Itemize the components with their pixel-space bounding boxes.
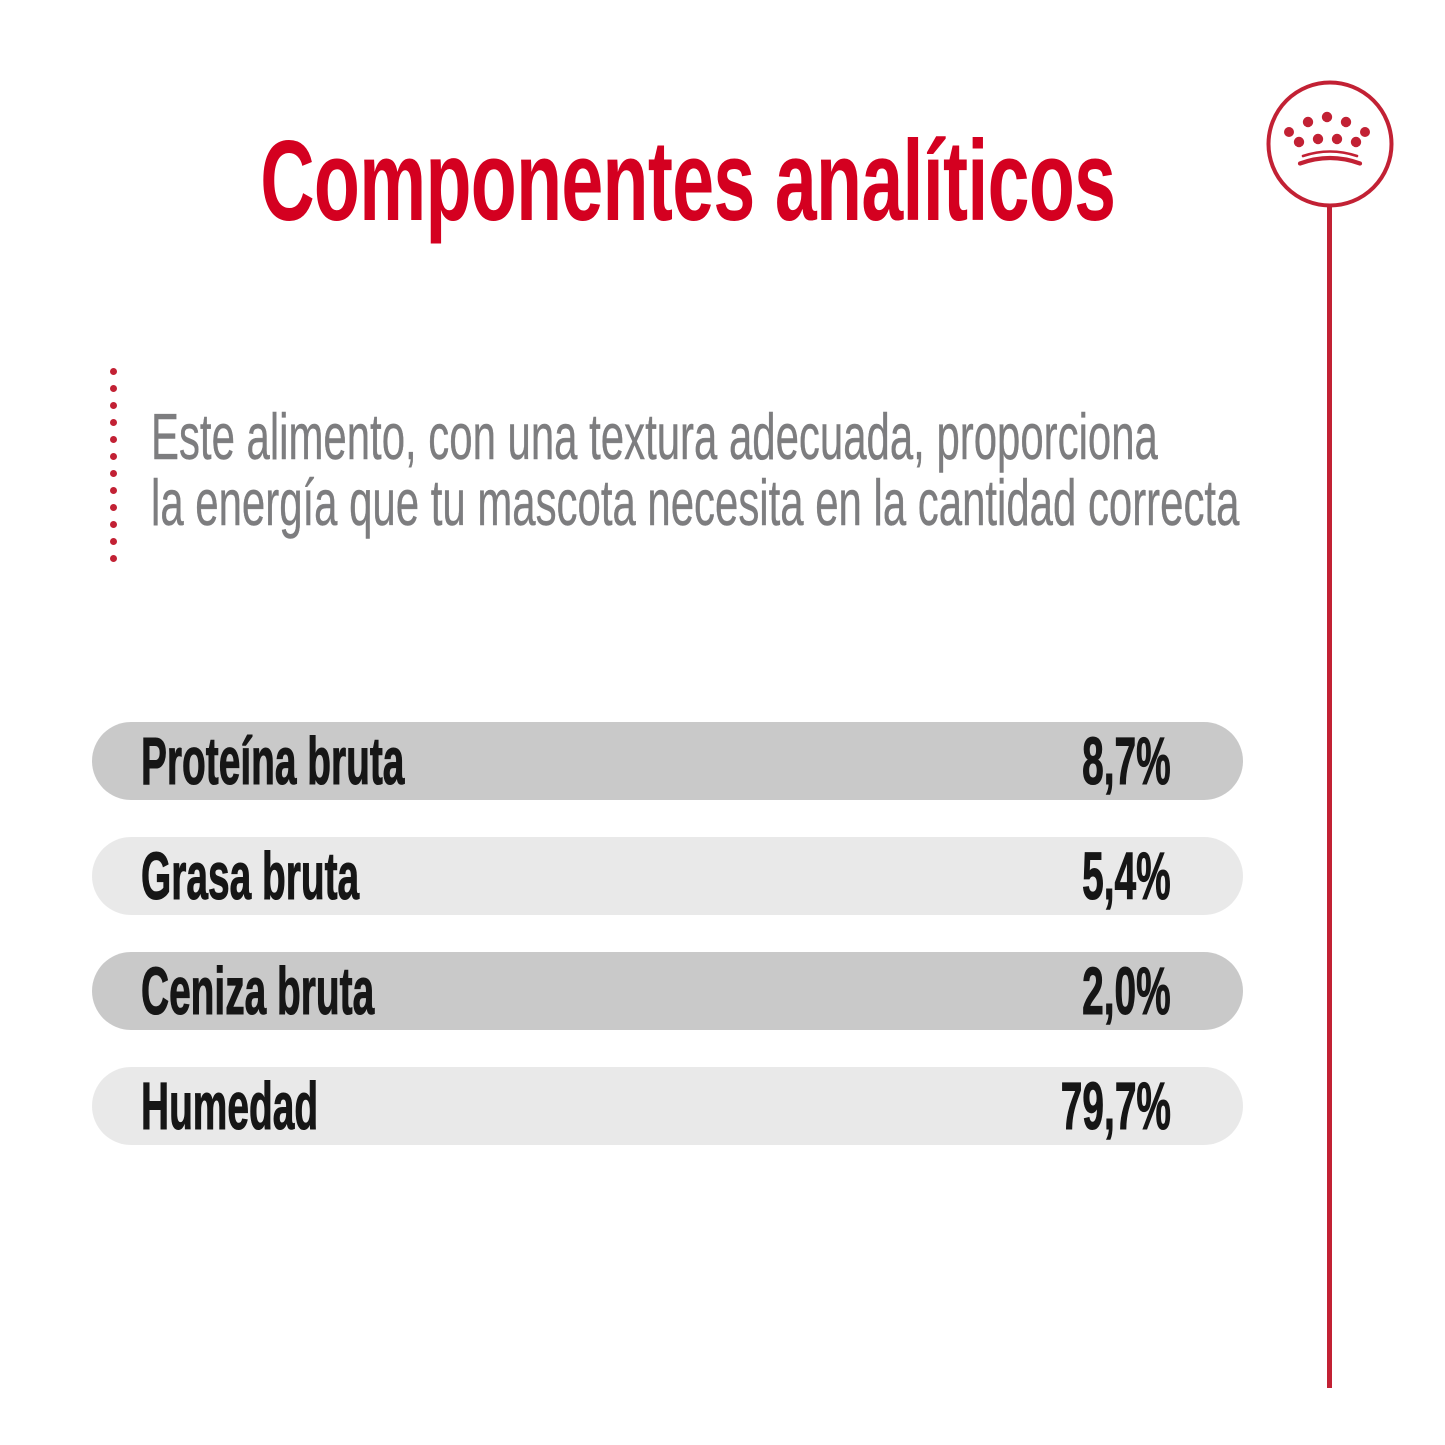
row-value: 8,7% bbox=[1082, 723, 1171, 799]
analytics-table: Proteína bruta 8,7% Grasa bruta 5,4% Ceniza … bbox=[92, 722, 1243, 1182]
accent-dot bbox=[110, 504, 117, 511]
row-label: Humedad bbox=[141, 1068, 319, 1144]
row-value: 5,4% bbox=[1082, 838, 1171, 914]
accent-dot bbox=[110, 402, 117, 409]
intro-paragraph: Este alimento, con una textura adecuada,… bbox=[151, 400, 1445, 539]
table-row: Proteína bruta 8,7% bbox=[92, 722, 1243, 800]
row-value: 2,0% bbox=[1082, 953, 1171, 1029]
dotted-accent-line bbox=[110, 368, 117, 562]
accent-dot bbox=[110, 470, 117, 477]
accent-dot bbox=[110, 385, 117, 392]
accent-dot bbox=[110, 521, 117, 528]
accent-dot bbox=[110, 555, 117, 562]
row-label: Proteína bruta bbox=[141, 723, 405, 799]
row-value: 79,7% bbox=[1060, 1068, 1171, 1144]
accent-dot bbox=[110, 419, 117, 426]
page-title: Componentes analíticos bbox=[0, 125, 1376, 239]
row-label: Ceniza bruta bbox=[141, 953, 375, 1029]
row-label: Grasa bruta bbox=[141, 838, 360, 914]
table-row: Humedad 79,7% bbox=[92, 1067, 1243, 1145]
intro-line-2: la energía que tu mascota necesita en la… bbox=[151, 466, 1240, 539]
accent-dot bbox=[110, 368, 117, 375]
page-title-text: Componentes analíticos bbox=[260, 118, 1116, 245]
intro-line-1: Este alimento, con una textura adecuada,… bbox=[151, 400, 1158, 473]
table-row: Grasa bruta 5,4% bbox=[92, 837, 1243, 915]
accent-dot bbox=[110, 453, 117, 460]
royal-canin-crown-icon bbox=[1266, 80, 1394, 208]
vertical-accent-line bbox=[1327, 207, 1332, 1388]
accent-dot bbox=[110, 436, 117, 443]
accent-dot bbox=[110, 538, 117, 545]
accent-dot bbox=[110, 487, 117, 494]
table-row: Ceniza bruta 2,0% bbox=[92, 952, 1243, 1030]
